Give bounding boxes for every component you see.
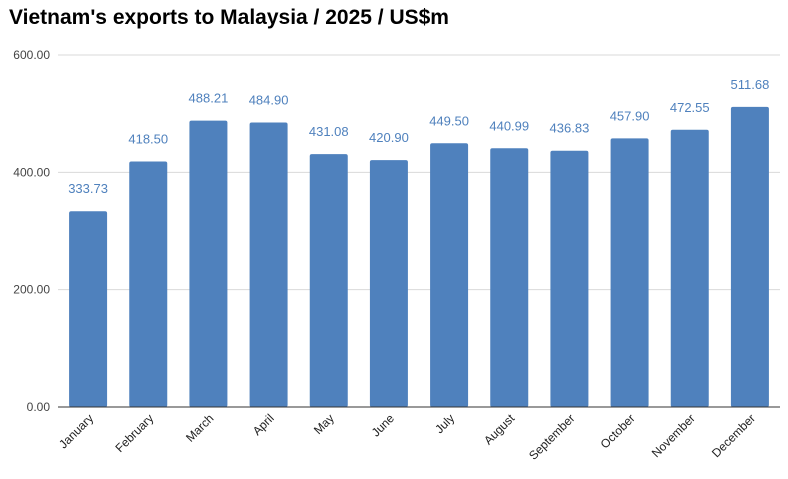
data-label: 436.83 (550, 121, 590, 136)
bar (189, 120, 228, 407)
x-axis-ticks: January February March April May June July Augu… (56, 411, 758, 463)
bar (249, 122, 288, 407)
bar (670, 129, 709, 407)
data-label: 440.99 (489, 118, 529, 133)
bar (610, 138, 649, 407)
bar (730, 106, 769, 408)
x-tick-label: July (432, 411, 457, 436)
data-label: 418.50 (128, 131, 168, 146)
x-tick-label: November (649, 411, 698, 460)
data-label: 488.21 (189, 91, 229, 106)
gridlines (58, 54, 780, 291)
x-tick-label: February (113, 411, 157, 455)
x-tick-label: October (598, 411, 638, 451)
x-tick-label: April (250, 411, 277, 438)
x-tick-label: August (481, 411, 518, 448)
data-label: 333.73 (68, 181, 108, 196)
data-labels: 333.73 418.50 488.21 484.90 431.08 420.90 449.… (68, 77, 769, 196)
chart-title: Vietnam's exports to Malaysia / 2025 / U… (9, 6, 449, 29)
data-label: 484.90 (249, 93, 289, 108)
bar (430, 143, 469, 407)
x-tick-label: June (369, 411, 398, 440)
y-tick-label: 600.00 (13, 48, 50, 62)
data-label: 457.90 (610, 108, 650, 123)
x-tick-label: January (56, 411, 96, 451)
bars (69, 106, 769, 408)
x-tick-label: March (183, 411, 216, 444)
bar (309, 154, 348, 407)
data-label: 431.08 (309, 124, 349, 139)
y-tick-label: 0.00 (27, 400, 51, 414)
bar (490, 148, 529, 407)
bar (369, 160, 408, 407)
x-tick-label: September (526, 411, 577, 462)
x-tick-label: May (311, 411, 337, 437)
bar (550, 150, 589, 408)
y-axis-ticks: 0.00 200.00 400.00 600.00 (13, 48, 50, 414)
data-label: 420.90 (369, 130, 409, 145)
data-label: 472.55 (670, 100, 710, 115)
data-label: 449.50 (429, 113, 469, 128)
x-tick-label: December (709, 411, 758, 460)
bar (129, 161, 168, 407)
y-tick-label: 200.00 (13, 283, 50, 297)
data-label: 511.68 (731, 77, 770, 92)
bar (69, 211, 108, 407)
y-tick-label: 400.00 (13, 165, 50, 179)
